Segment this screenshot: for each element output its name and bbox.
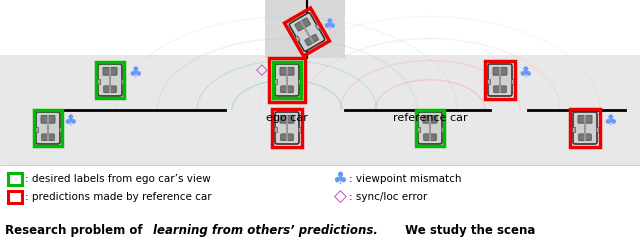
Text: Research problem of: Research problem of [5, 223, 147, 236]
Bar [511, 79, 513, 84]
FancyBboxPatch shape [295, 18, 310, 31]
Bar [595, 127, 598, 132]
Bar [316, 24, 321, 30]
Text: : desired labels from ego car’s view: : desired labels from ego car’s view [25, 174, 211, 184]
Bar [58, 127, 61, 132]
FancyBboxPatch shape [493, 86, 506, 93]
FancyBboxPatch shape [275, 112, 299, 144]
FancyBboxPatch shape [280, 115, 294, 123]
FancyBboxPatch shape [423, 115, 437, 123]
Text: ♣: ♣ [518, 64, 532, 79]
Bar [0, 165, 640, 245]
Bar [265, 0, 345, 58]
Bar [274, 79, 277, 84]
FancyBboxPatch shape [424, 134, 436, 141]
FancyBboxPatch shape [418, 112, 442, 144]
Text: : sync/loc error: : sync/loc error [349, 192, 428, 202]
FancyBboxPatch shape [280, 67, 294, 75]
FancyBboxPatch shape [42, 134, 54, 141]
Text: ♣: ♣ [63, 112, 77, 127]
Bar [274, 127, 277, 132]
FancyBboxPatch shape [573, 112, 597, 144]
Bar [572, 127, 575, 132]
FancyBboxPatch shape [488, 64, 512, 96]
FancyBboxPatch shape [41, 115, 55, 123]
FancyBboxPatch shape [103, 67, 117, 75]
FancyBboxPatch shape [36, 112, 60, 144]
Bar [298, 127, 301, 132]
FancyBboxPatch shape [289, 13, 324, 51]
FancyBboxPatch shape [104, 86, 116, 93]
Bar [35, 127, 38, 132]
FancyBboxPatch shape [578, 115, 592, 123]
Text: ♣: ♣ [333, 170, 348, 188]
FancyBboxPatch shape [305, 34, 319, 46]
FancyBboxPatch shape [281, 86, 293, 93]
FancyBboxPatch shape [493, 67, 507, 75]
Bar [0, 55, 640, 165]
FancyBboxPatch shape [98, 64, 122, 96]
Text: reference car: reference car [393, 113, 467, 123]
FancyBboxPatch shape [275, 64, 299, 96]
FancyBboxPatch shape [281, 134, 293, 141]
Text: : predictions made by reference car: : predictions made by reference car [25, 192, 212, 202]
Text: learning from others’ predictions.: learning from others’ predictions. [153, 223, 378, 236]
Bar [97, 79, 100, 84]
Text: : viewpoint mismatch: : viewpoint mismatch [349, 174, 461, 184]
Bar [440, 127, 444, 132]
Bar [417, 127, 420, 132]
Bar [295, 36, 300, 42]
Text: We study the scena: We study the scena [401, 223, 536, 236]
Text: ◇: ◇ [333, 188, 346, 206]
Text: ego car: ego car [266, 113, 308, 123]
Text: ♣: ♣ [603, 112, 617, 127]
Bar [487, 79, 490, 84]
Bar [120, 79, 124, 84]
FancyBboxPatch shape [579, 134, 591, 141]
Text: ◇: ◇ [256, 62, 268, 77]
Text: ♣: ♣ [128, 64, 142, 79]
Bar [298, 79, 301, 84]
Text: ♣: ♣ [322, 16, 336, 32]
